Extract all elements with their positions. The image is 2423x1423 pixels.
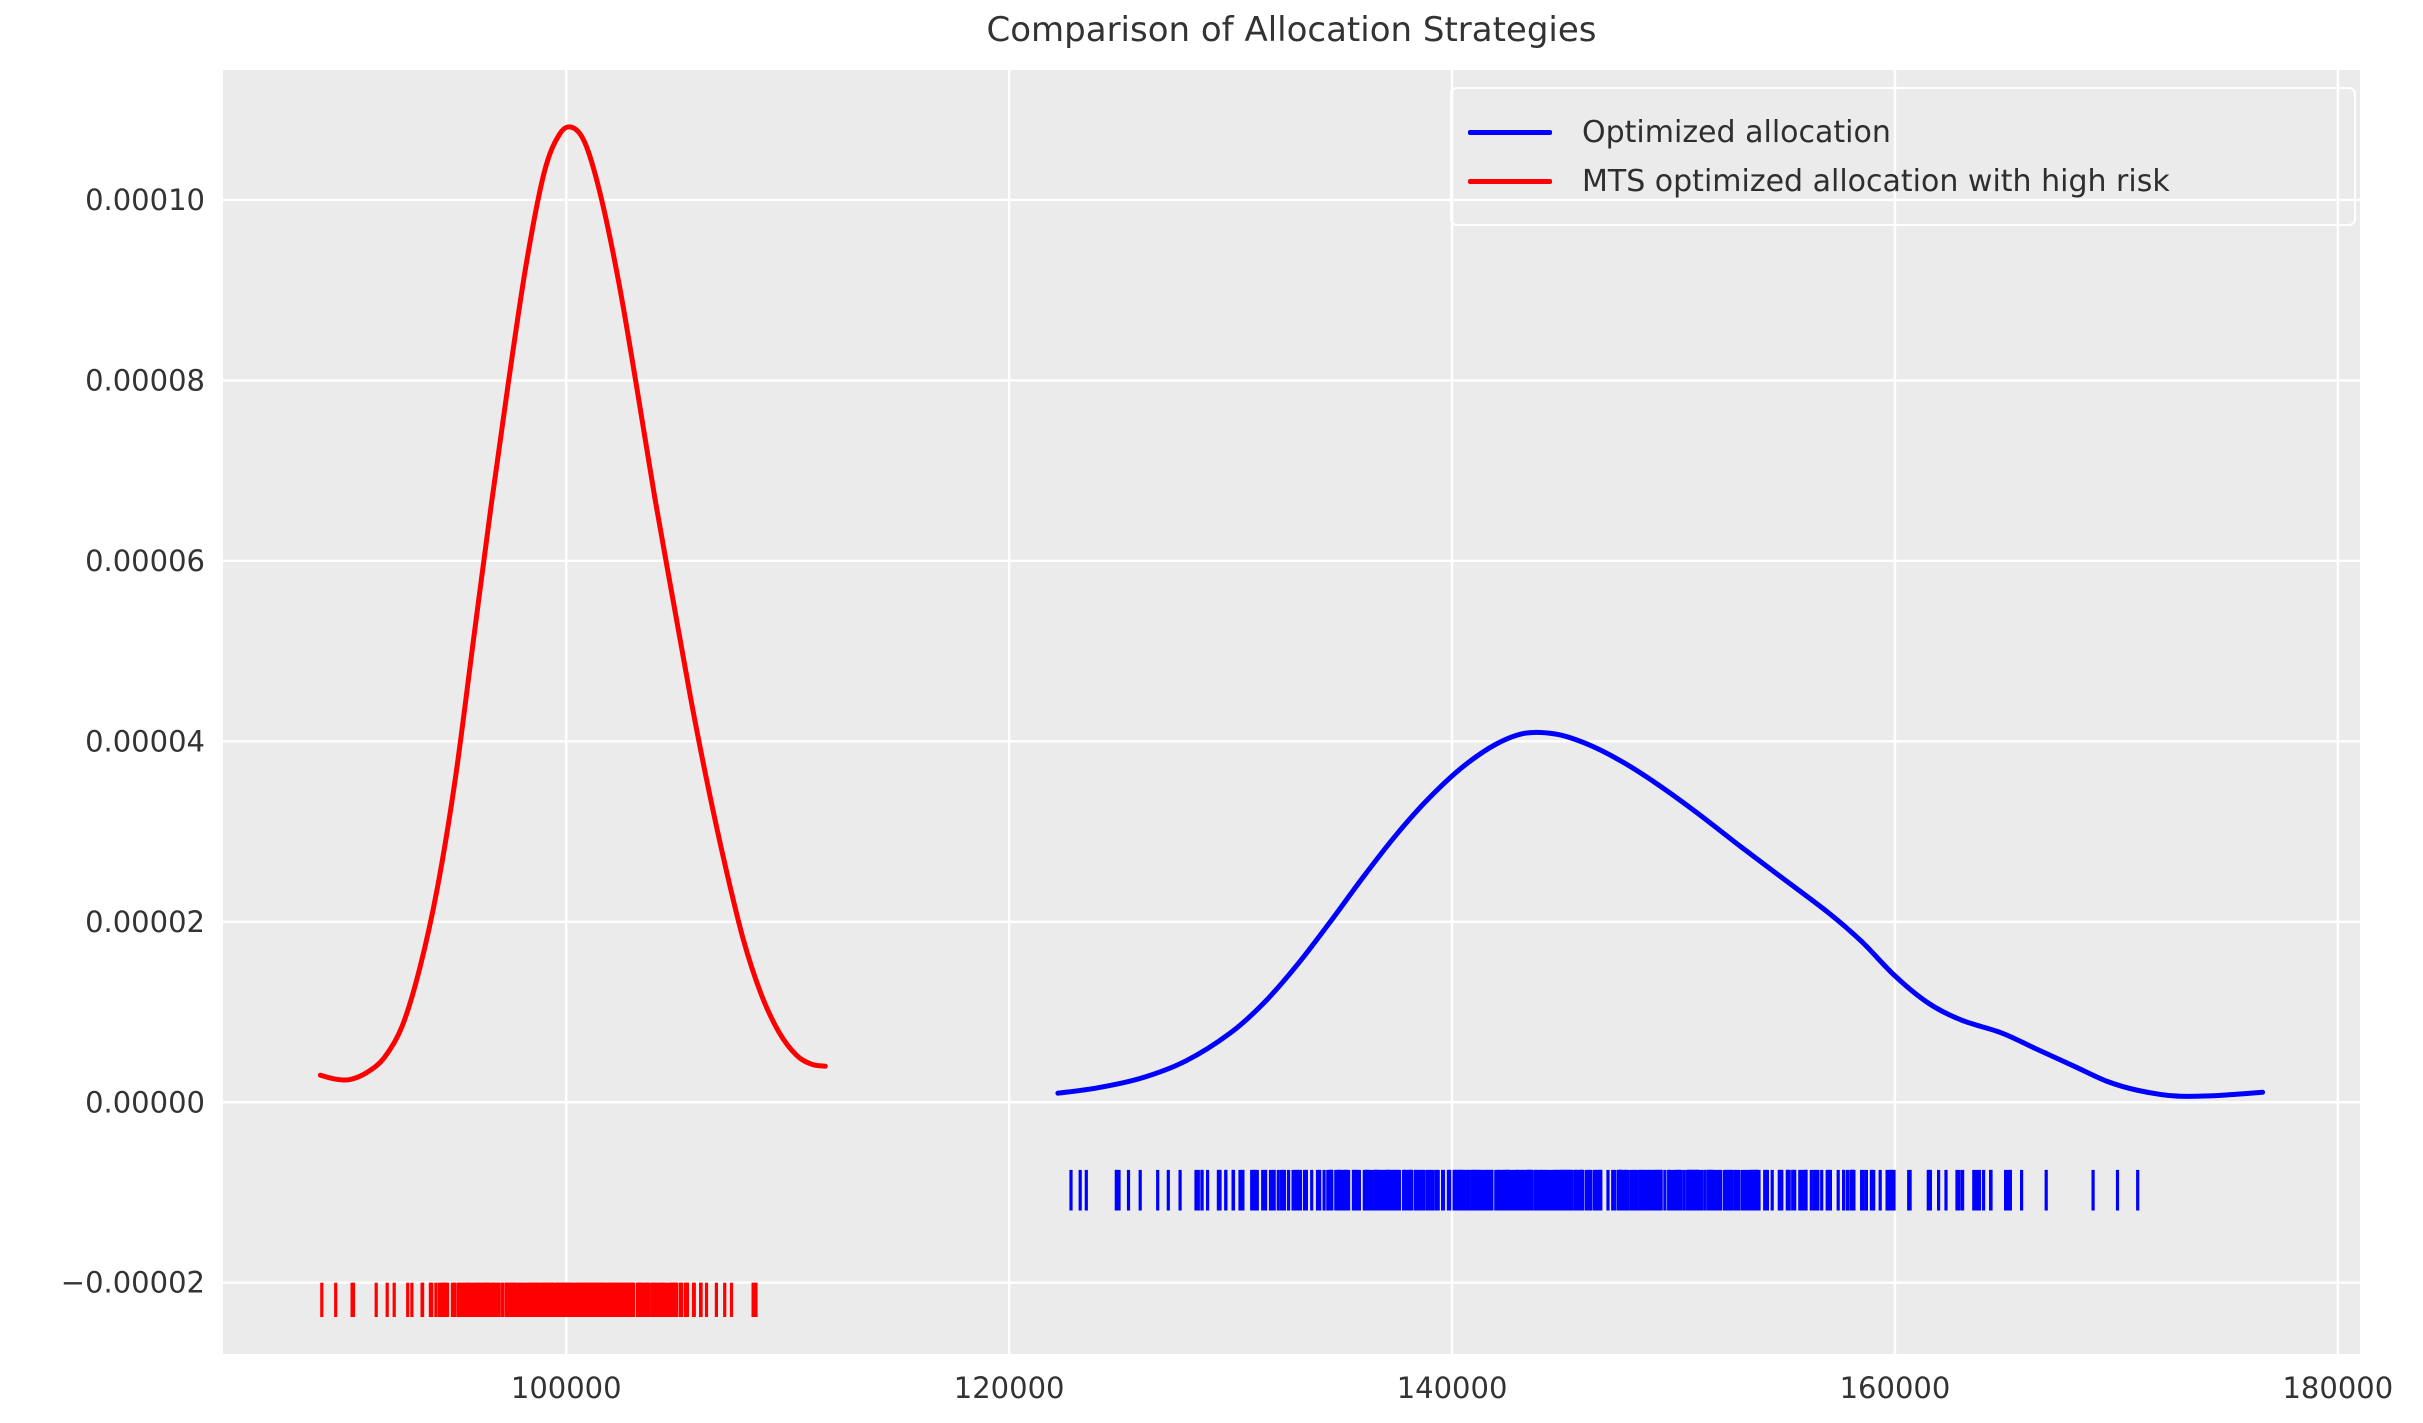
legend-row-mts-high-risk: MTS optimized allocation with high risk bbox=[1468, 164, 2354, 199]
x-tick-label-100000: 100000 bbox=[511, 1371, 622, 1405]
y-tick-label-−0.00002: −0.00002 bbox=[61, 1266, 205, 1300]
x-tick-label-140000: 140000 bbox=[1397, 1371, 1508, 1405]
y-tick-label-0.00006: 0.00006 bbox=[85, 544, 205, 578]
rug-mts-high-risk bbox=[320, 1282, 758, 1317]
rug-optimized bbox=[1069, 1169, 2140, 1211]
legend-label: MTS optimized allocation with high risk bbox=[1582, 163, 2170, 199]
plot-area bbox=[223, 70, 2360, 1354]
y-tick-label-0.00010: 0.00010 bbox=[85, 183, 205, 217]
legend-line-sample bbox=[1468, 178, 1552, 184]
y-tick-label-0.00002: 0.00002 bbox=[85, 905, 205, 939]
legend-row-optimized: Optimized allocation bbox=[1468, 115, 2354, 150]
x-tick-label-120000: 120000 bbox=[954, 1371, 1065, 1405]
kde-curve-optimized bbox=[1055, 729, 2266, 1099]
legend-label: Optimized allocation bbox=[1582, 114, 1891, 150]
kde-curve-mts-high-risk bbox=[317, 124, 828, 1083]
y-tick-label-0.00004: 0.00004 bbox=[85, 724, 205, 758]
y-tick-label-0.00008: 0.00008 bbox=[85, 363, 205, 397]
chart-title: Comparison of Allocation Strategies bbox=[986, 10, 1597, 50]
x-tick-label-180000: 180000 bbox=[2282, 1371, 2393, 1405]
x-tick-label-160000: 160000 bbox=[1840, 1371, 1951, 1405]
legend: Optimized allocation MTS optimized alloca… bbox=[1450, 87, 2356, 226]
y-tick-label-0.00000: 0.00000 bbox=[85, 1085, 205, 1119]
legend-line-sample bbox=[1468, 129, 1552, 135]
